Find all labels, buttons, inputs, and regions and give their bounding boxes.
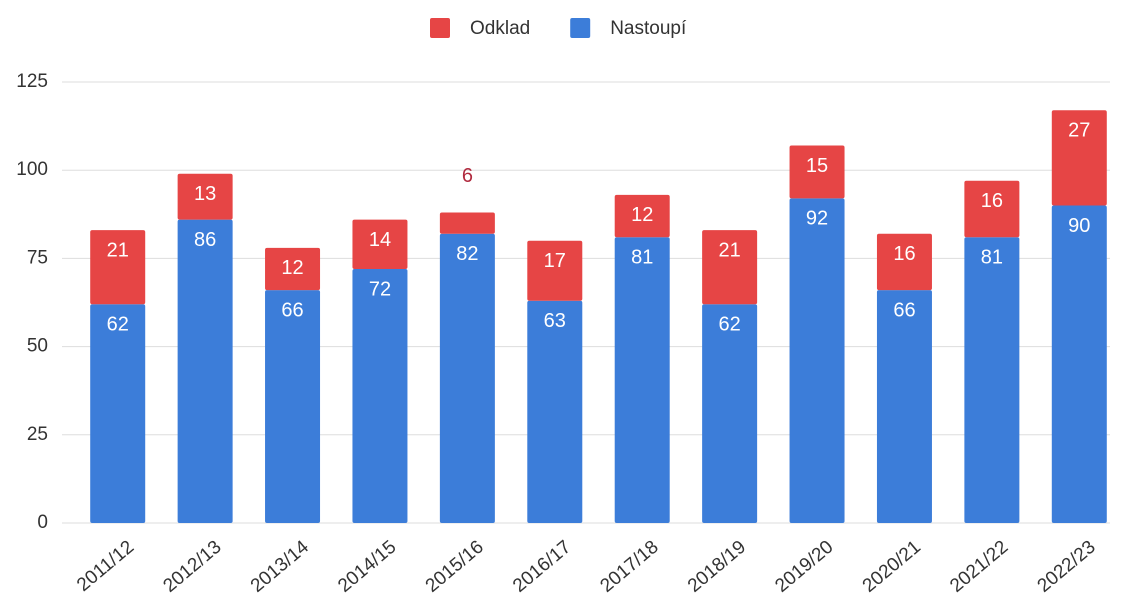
y-tick-label: 50 — [27, 336, 48, 357]
value-label: 16 — [893, 243, 915, 265]
value-label: 90 — [1068, 215, 1090, 237]
y-tick-label: 125 — [16, 71, 48, 92]
value-label: 66 — [281, 299, 303, 321]
value-label: 15 — [806, 155, 828, 177]
bar-segment — [352, 268, 408, 523]
value-label: 12 — [631, 204, 653, 226]
x-tick-label: 2015/16 — [422, 537, 488, 597]
bar-segment — [614, 194, 670, 238]
bar-segment — [527, 300, 583, 523]
bar-segment — [876, 290, 932, 523]
x-tick-label: 2013/14 — [247, 536, 313, 597]
y-tick-label: 75 — [27, 247, 48, 268]
x-tick-label: 2020/21 — [859, 537, 925, 597]
x-tick-label: 2014/15 — [334, 537, 400, 597]
value-label: 17 — [544, 250, 566, 272]
value-label: 62 — [107, 314, 129, 336]
bar-segment — [439, 233, 495, 524]
value-label: 6 — [462, 165, 473, 187]
legend-label: Odklad — [470, 18, 530, 39]
value-label: 13 — [194, 183, 216, 205]
bar-segment — [527, 240, 583, 301]
legend-label: Nastoupí — [610, 18, 687, 39]
x-tick-label: 2016/17 — [509, 537, 575, 597]
bar-segment — [1051, 110, 1107, 206]
x-tick-label: 2019/20 — [771, 537, 837, 597]
bar-segment — [789, 198, 845, 523]
bar-segment — [439, 212, 495, 234]
value-label: 21 — [107, 239, 129, 261]
value-label: 66 — [893, 299, 915, 321]
bar-segment — [177, 219, 233, 524]
bar-segment — [964, 237, 1020, 523]
bar-segment — [352, 219, 408, 269]
value-label: 27 — [1068, 120, 1090, 142]
bar-segment — [265, 290, 321, 523]
y-tick-label: 25 — [27, 424, 48, 445]
bar-segment — [90, 230, 146, 305]
value-label: 16 — [981, 190, 1003, 212]
x-tick-label: 2011/12 — [73, 537, 138, 596]
x-tick-label: 2021/22 — [946, 537, 1012, 597]
bar-segment — [702, 230, 758, 305]
value-label: 62 — [719, 314, 741, 336]
bar-segment — [789, 145, 845, 199]
y-tick-label: 0 — [37, 512, 48, 533]
value-label: 82 — [456, 243, 478, 265]
bar-segment — [90, 304, 146, 523]
value-label: 72 — [369, 278, 391, 300]
value-label: 14 — [369, 229, 391, 251]
legend-swatch — [430, 18, 450, 38]
bar-segment — [265, 247, 321, 291]
bar-segment — [177, 173, 233, 220]
x-tick-label: 2018/19 — [684, 537, 750, 597]
x-tick-label: 2017/18 — [597, 537, 663, 597]
bar-segment — [614, 237, 670, 523]
bar-segment — [1051, 205, 1107, 524]
value-label: 81 — [981, 247, 1003, 269]
x-tick-label: 2022/23 — [1034, 537, 1100, 597]
bar-segment — [702, 304, 758, 523]
legend-swatch — [570, 18, 591, 38]
bar-segment — [876, 233, 932, 291]
value-label: 81 — [631, 247, 653, 269]
value-label: 63 — [544, 310, 566, 332]
value-label: 92 — [806, 208, 828, 230]
value-label: 86 — [194, 229, 216, 251]
bar-segment — [964, 180, 1020, 238]
x-tick-label: 2012/13 — [159, 537, 225, 597]
y-tick-label: 100 — [16, 159, 48, 180]
value-label: 21 — [719, 239, 741, 261]
value-label: 12 — [281, 257, 303, 279]
